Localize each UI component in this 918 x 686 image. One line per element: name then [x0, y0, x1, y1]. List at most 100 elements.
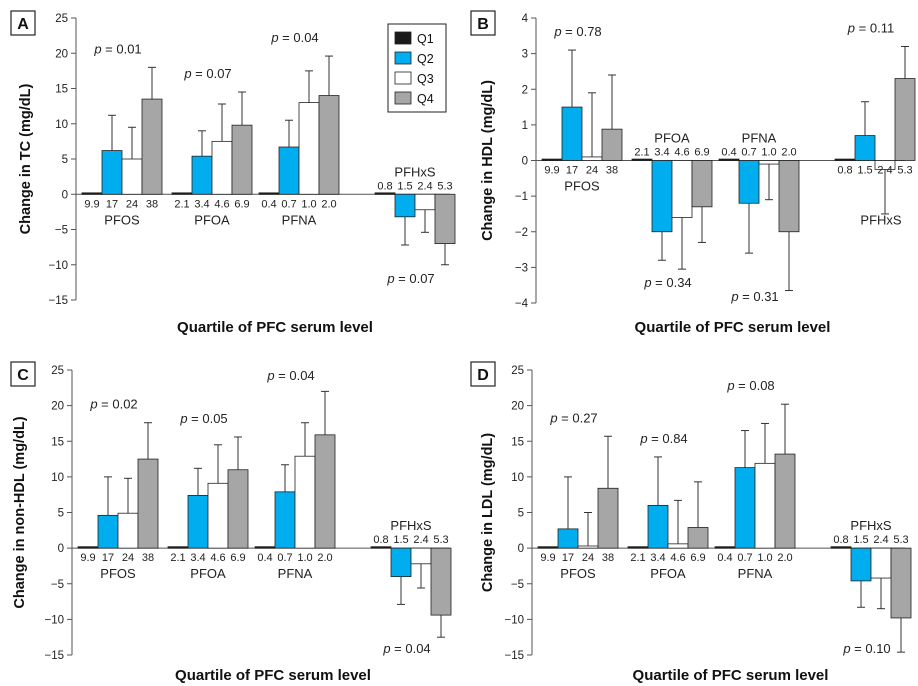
- bar-q2: [561, 106, 583, 161]
- quartile-value-label: 17: [102, 552, 114, 564]
- p-value-label: p = 0.07: [386, 271, 434, 286]
- chart-panel-a: −15 −10 −5 0 5 10 15 20 25 A Change in TC (mg/dL) Q…: [10, 10, 456, 336]
- quartile-value-label: 5.3: [897, 165, 912, 177]
- quartile-value-label: 0.7: [281, 198, 296, 210]
- bar-group-pfos: 9.9 17 24 38 PFOS p = 0.02: [77, 397, 159, 581]
- quartile-value-label: 1.0: [757, 552, 772, 564]
- bar-q1: [537, 546, 559, 549]
- legend-label-q2: Q2: [417, 52, 434, 66]
- p-value-label: p = 0.02: [89, 397, 137, 412]
- group-name: PFOA: [654, 131, 690, 146]
- quartile-value-label: 0.4: [257, 552, 272, 564]
- quartile-value-label: 0.4: [721, 147, 736, 159]
- y-tick-label: 10: [55, 119, 68, 131]
- p-value-label: p = 0.07: [183, 66, 231, 81]
- bar-q4: [774, 453, 796, 549]
- y-tick-label: 25: [51, 365, 64, 377]
- bar-q2: [850, 547, 872, 582]
- bar-q3: [671, 160, 693, 218]
- panel-letter: C: [17, 367, 29, 384]
- panel-letter: A: [17, 16, 29, 33]
- bar-q2: [274, 491, 296, 549]
- bar-q3: [414, 193, 436, 211]
- quartile-value-label: 2.4: [417, 180, 432, 192]
- y-tick-label: 0: [518, 543, 524, 555]
- bar-q1: [830, 546, 852, 549]
- bar-q4: [890, 547, 912, 619]
- y-tick-label: −5: [55, 225, 68, 237]
- bar-q3: [207, 482, 229, 549]
- quartile-value-label: 2.1: [174, 198, 189, 210]
- bar-q2: [101, 150, 123, 195]
- bar-q2: [651, 160, 673, 233]
- bar-q3: [754, 462, 776, 549]
- bar-q4: [314, 434, 336, 549]
- quartile-value-label: 4.6: [674, 147, 689, 159]
- quartile-value-label: 3.4: [650, 552, 665, 564]
- y-tick-label: 5: [62, 154, 68, 166]
- panel-letter-box: [10, 10, 36, 36]
- bar-q2: [390, 547, 412, 578]
- y-tick-label: 3: [522, 49, 528, 61]
- bar-q4: [318, 95, 340, 195]
- bar-q2: [854, 135, 876, 161]
- quartile-value-label: 2.4: [873, 534, 888, 546]
- bar-q1: [374, 192, 396, 195]
- bar-q4: [601, 128, 623, 161]
- panel-letter: D: [477, 367, 489, 384]
- bar-q2: [557, 528, 579, 549]
- p-value-label: p = 0.11: [847, 21, 894, 36]
- group-name: PFOA: [194, 212, 230, 227]
- y-tick-label: −5: [511, 579, 524, 591]
- bar-q4: [141, 98, 163, 195]
- y-tick-label: 1: [522, 120, 528, 132]
- bar-group-pfos: 9.9 17 24 38 PFOS p = 0.01: [81, 41, 163, 227]
- bar-q3: [577, 545, 599, 549]
- bar-group-pfna: 0.4 0.7 1.0 2.0 PFNA p = 0.04: [258, 30, 340, 227]
- quartile-value-label: 6.9: [690, 552, 705, 564]
- group-name: PFHxS: [850, 518, 892, 533]
- quartile-value-label: 1.5: [397, 180, 412, 192]
- group-name: PFHxS: [390, 518, 432, 533]
- panel-letter-box: [470, 10, 496, 36]
- quartile-value-label: 0.7: [277, 552, 292, 564]
- quartile-value-label: 3.4: [194, 198, 209, 210]
- bar-q1: [171, 192, 193, 195]
- quartile-value-label: 24: [126, 198, 138, 210]
- y-tick-label: 15: [51, 436, 64, 448]
- quartile-value-label: 17: [562, 552, 574, 564]
- panel-letter-box: [470, 361, 496, 387]
- y-tick-label: 10: [51, 472, 64, 484]
- bar-q4: [597, 487, 619, 549]
- bar-q2: [187, 494, 209, 549]
- quartile-value-label: 0.8: [837, 165, 852, 177]
- bar-q4: [137, 458, 159, 549]
- group-name: PFNA: [282, 212, 317, 227]
- bar-q2: [394, 193, 416, 218]
- bar-q1: [77, 546, 99, 549]
- bar-q3: [298, 102, 320, 195]
- p-value-label: p = 0.34: [643, 275, 691, 290]
- quartile-value-label: 0.8: [373, 534, 388, 546]
- quartile-value-label: 2.4: [413, 534, 428, 546]
- bar-q4: [434, 193, 456, 244]
- bar-q2: [734, 467, 756, 549]
- y-tick-label: −15: [44, 650, 64, 662]
- quartile-value-label: 9.9: [544, 165, 559, 177]
- bar-q4: [691, 160, 713, 208]
- y-tick-label: 0: [58, 543, 64, 555]
- quartile-value-label: 2.1: [170, 552, 185, 564]
- quartile-value-label: 3.4: [654, 147, 669, 159]
- panel-letter: B: [477, 16, 489, 33]
- quartile-value-label: 6.9: [234, 198, 249, 210]
- y-tick-label: −10: [48, 260, 68, 272]
- legend-swatch-q2: [394, 51, 412, 65]
- y-tick-label: 20: [511, 401, 524, 413]
- y-axis-label: Change in HDL (mg/dL): [480, 80, 496, 241]
- y-tick-label: 25: [511, 365, 524, 377]
- bar-q1: [718, 158, 740, 161]
- y-tick-label: −10: [44, 614, 64, 626]
- group-name: PFNA: [278, 566, 313, 581]
